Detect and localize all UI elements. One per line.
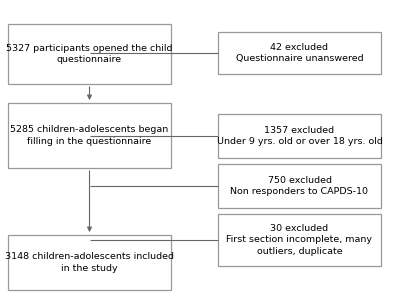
FancyBboxPatch shape: [218, 114, 381, 158]
FancyBboxPatch shape: [218, 164, 381, 208]
Text: 750 excluded
Non responders to CAPDS-10: 750 excluded Non responders to CAPDS-10: [230, 176, 368, 196]
Text: 42 excluded
Questionnaire unanswered: 42 excluded Questionnaire unanswered: [236, 43, 363, 63]
Text: 5327 participants opened the child
questionnaire: 5327 participants opened the child quest…: [6, 43, 173, 64]
FancyBboxPatch shape: [8, 103, 171, 168]
FancyBboxPatch shape: [218, 214, 381, 266]
FancyBboxPatch shape: [218, 32, 381, 74]
FancyBboxPatch shape: [8, 24, 171, 84]
Text: 30 excluded
First section incomplete, many
outliers, duplicate: 30 excluded First section incomplete, ma…: [226, 224, 372, 256]
Text: 5285 children-adolescents began
filling in the questionnaire: 5285 children-adolescents began filling …: [10, 125, 169, 146]
Text: 1357 excluded
Under 9 yrs. old or over 18 yrs. old: 1357 excluded Under 9 yrs. old or over 1…: [216, 125, 382, 146]
FancyBboxPatch shape: [8, 235, 171, 290]
Text: 3148 children-adolescents included
in the study: 3148 children-adolescents included in th…: [5, 252, 174, 273]
